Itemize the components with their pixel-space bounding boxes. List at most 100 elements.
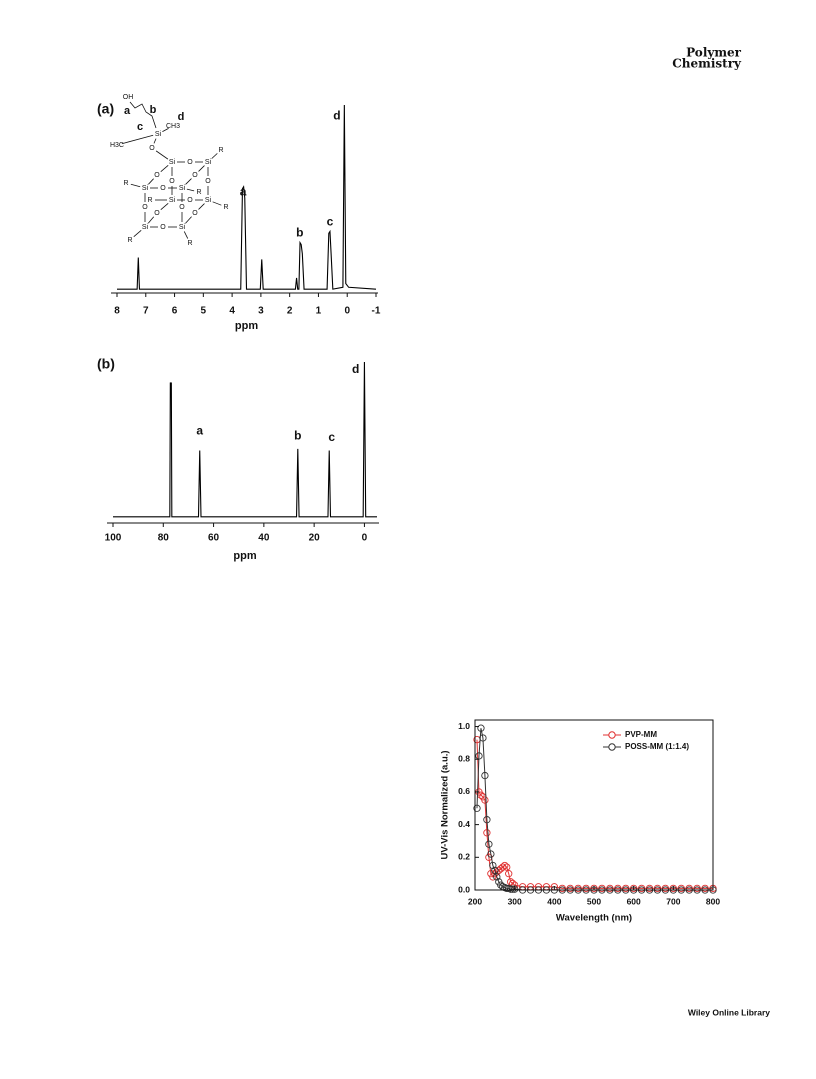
x-tick-label: 600	[627, 896, 641, 906]
x-tick-label: 500	[587, 896, 601, 906]
x-axis-label: Wavelength (nm)	[556, 913, 632, 924]
x-axis-label: ppm	[233, 550, 256, 562]
atom-label: R	[223, 204, 228, 211]
bond	[211, 153, 218, 159]
x-tick-label: 0	[362, 533, 368, 544]
data-point	[487, 850, 495, 858]
data-point	[493, 873, 501, 881]
bond	[198, 203, 205, 210]
x-tick-label: 4	[229, 306, 235, 317]
data-point	[483, 829, 491, 837]
atom-label: R	[147, 197, 152, 204]
atom-label: O	[154, 172, 160, 179]
data-point	[483, 816, 491, 824]
proton-label: b	[150, 104, 157, 116]
x-tick-label: 8	[114, 306, 120, 317]
bond	[185, 216, 192, 224]
atom-label: O	[169, 178, 175, 185]
x-tick-label: 800	[706, 896, 720, 906]
proton-label: d	[178, 111, 185, 123]
proton-label: c	[137, 121, 143, 133]
atom-label: R	[218, 147, 223, 154]
bond	[183, 231, 189, 239]
y-tick-label: 0.0	[458, 884, 470, 894]
y-tick-label: 0.8	[458, 753, 470, 763]
atom-label: O	[187, 197, 193, 204]
legend-label: POSS-MM (1:1.4)	[625, 742, 689, 751]
atom-label: R	[187, 240, 192, 247]
x-tick-label: 400	[547, 896, 561, 906]
y-tick-label: 0.4	[458, 819, 470, 829]
atom-label: Si	[169, 197, 176, 204]
x-tick-label: 20	[309, 533, 321, 544]
peak-label: c	[328, 430, 335, 444]
data-point	[491, 866, 499, 875]
x-tick-label: 60	[208, 533, 220, 544]
peak-label: a	[240, 185, 247, 199]
y-axis-label: UV-Vis Normalized (a.u.)	[440, 750, 451, 859]
atom-label: Si	[142, 185, 149, 192]
peak-label: b	[294, 428, 301, 442]
x-tick-label: 40	[258, 533, 270, 544]
x-tick-label: 200	[468, 896, 482, 906]
atom-label: Si	[179, 224, 186, 231]
data-point	[479, 734, 487, 742]
bond	[160, 164, 169, 173]
atom-label: Si	[205, 197, 212, 204]
data-line	[113, 361, 377, 518]
atom-label: R	[127, 237, 132, 244]
bond	[212, 201, 222, 206]
data-point	[503, 863, 511, 871]
peak-label: d	[333, 108, 340, 122]
data-line	[117, 104, 377, 290]
data-point	[477, 724, 485, 732]
data-point	[497, 881, 505, 889]
y-tick-label: 1.0	[458, 721, 470, 731]
data-point	[485, 840, 493, 848]
journal-name: Chemistry	[672, 57, 742, 71]
x-tick-label: 0	[344, 306, 350, 317]
atom-label: O	[205, 178, 211, 185]
atom-label: R	[196, 189, 201, 196]
bond	[147, 216, 155, 224]
peak-label: c	[327, 214, 334, 228]
bond	[148, 178, 154, 185]
data-point	[507, 885, 515, 893]
data-point	[473, 804, 481, 812]
data-line	[476, 739, 713, 889]
data-point	[481, 771, 489, 780]
x-tick-label: 100	[105, 533, 122, 544]
y-tick-label: 0.2	[458, 852, 470, 862]
data-point	[499, 863, 507, 871]
atom-label: R	[123, 180, 128, 187]
x-tick-label: 6	[172, 306, 178, 317]
atom-label: O	[160, 185, 166, 192]
atom-label: OH	[123, 94, 134, 101]
atom-label: O	[192, 172, 198, 179]
bond	[198, 165, 205, 172]
atom-label: Si	[155, 131, 162, 138]
bond	[185, 178, 192, 185]
atom-label: O	[160, 224, 166, 231]
x-tick-label: 2	[287, 306, 293, 317]
legend-marker	[608, 731, 616, 739]
bond	[129, 101, 157, 129]
data-point	[489, 861, 497, 870]
bond	[121, 134, 154, 145]
x-axis-label: ppm	[235, 320, 258, 332]
atom-label: Si	[169, 159, 176, 166]
x-tick-label: 3	[258, 306, 264, 317]
peak-label: a	[196, 424, 203, 438]
panel-label: (a)	[97, 101, 114, 117]
bond	[133, 229, 142, 238]
x-tick-label: 1	[316, 306, 322, 317]
atom-label: O	[142, 204, 148, 211]
data-point	[511, 885, 519, 893]
atom-label: O	[192, 210, 198, 217]
data-point	[501, 861, 509, 870]
proton-label: a	[124, 105, 131, 117]
atom-label: CH3	[166, 123, 180, 130]
x-tick-label: 7	[143, 306, 149, 317]
x-tick-label: 80	[158, 533, 170, 544]
